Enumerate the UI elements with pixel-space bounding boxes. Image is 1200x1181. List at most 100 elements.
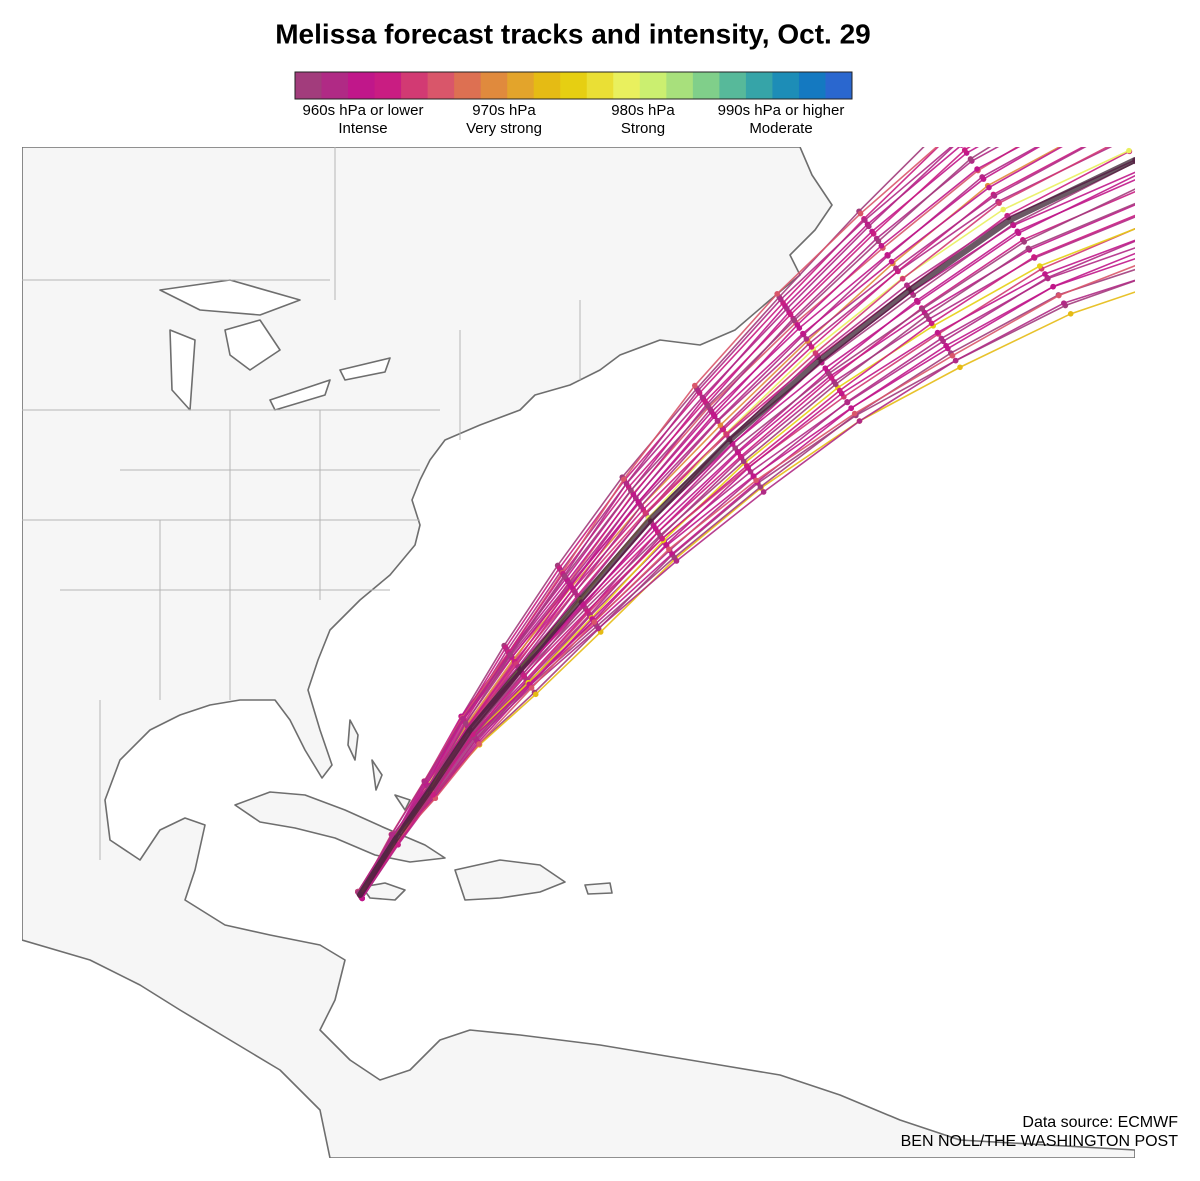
track-point — [430, 792, 436, 798]
legend-intensity: Very strong — [466, 120, 542, 137]
track-point — [923, 312, 930, 319]
legend-swatch — [560, 72, 588, 99]
mean-track — [357, 157, 1135, 898]
track — [361, 279, 1135, 899]
track-point — [623, 480, 630, 487]
track-point — [870, 231, 877, 237]
legend-pressure: 990s hPa or higher — [718, 102, 845, 119]
track-point — [866, 223, 872, 230]
track-point — [808, 344, 815, 350]
track-point — [714, 418, 721, 424]
track-point — [695, 387, 701, 394]
legend-swatch — [719, 72, 747, 99]
track-point — [1161, 202, 1167, 208]
track-point — [1138, 167, 1144, 173]
legend-swatch — [348, 72, 376, 99]
legend-frame — [294, 71, 853, 100]
track-point — [702, 398, 708, 405]
track-point — [1140, 169, 1146, 175]
legend-swatch — [772, 72, 800, 99]
track-point — [844, 399, 851, 406]
track-point — [1066, 55, 1072, 61]
track-point — [651, 523, 657, 529]
track-point — [856, 418, 863, 424]
track-point — [1191, 247, 1197, 253]
legend-swatch — [295, 72, 323, 99]
legend-swatch — [586, 72, 614, 99]
track-point — [945, 120, 951, 126]
track-point — [723, 431, 729, 437]
legend-pressure: 970s hPa — [472, 102, 536, 119]
track-point — [794, 322, 801, 328]
track-point — [705, 403, 711, 409]
track-point — [803, 336, 810, 342]
track-point — [778, 296, 784, 303]
track — [361, 147, 1000, 899]
track-point — [1042, 271, 1048, 277]
track-point — [1161, 201, 1167, 207]
source: Data source: ECMWF — [1022, 1114, 1178, 1131]
track — [357, 147, 1087, 893]
track — [360, 214, 1135, 898]
track-point — [957, 364, 963, 371]
track-point — [1056, 292, 1062, 299]
track-point — [857, 210, 864, 217]
track-point — [1084, 83, 1090, 89]
track-point — [1078, 73, 1084, 79]
track-point — [828, 375, 835, 381]
track-point — [1187, 242, 1193, 248]
legend-swatch — [454, 72, 482, 99]
map — [22, 43, 1200, 1158]
track-point — [961, 147, 968, 153]
track-point — [1067, 311, 1074, 317]
legend-swatch — [427, 72, 455, 99]
jamaica — [361, 882, 406, 901]
track-point — [1071, 63, 1077, 69]
track-point — [1000, 206, 1007, 213]
track-point — [580, 602, 587, 608]
track-point — [950, 129, 956, 135]
track-point — [1180, 231, 1186, 237]
track-point — [956, 138, 962, 144]
track-point — [740, 458, 747, 465]
track-point — [893, 265, 899, 272]
legend-swatch — [507, 72, 535, 99]
track-point — [1174, 221, 1180, 227]
track-point — [710, 411, 717, 418]
track-point — [1090, 92, 1096, 98]
credit: BEN NOLL/THE WASHINGTON POST — [901, 1133, 1179, 1150]
track-point — [986, 184, 992, 191]
legend-swatch — [825, 72, 853, 99]
track-point — [774, 291, 780, 297]
track-point — [950, 129, 956, 135]
track-point — [1021, 239, 1027, 245]
track-point — [974, 166, 980, 172]
track-point — [567, 582, 574, 589]
track — [361, 147, 979, 899]
legend-swatch — [798, 72, 826, 99]
track-point — [1167, 211, 1173, 217]
track-point — [1120, 138, 1126, 144]
track-point — [699, 394, 706, 401]
track-point — [717, 422, 724, 428]
track-point — [812, 350, 819, 356]
track-point — [1036, 263, 1043, 269]
track-point — [1197, 257, 1200, 263]
track-point — [1059, 43, 1065, 49]
track-point — [822, 365, 829, 371]
track-point — [1142, 173, 1148, 179]
track-point — [899, 275, 906, 282]
track-point — [784, 305, 790, 312]
legend-pressure: 980s hPa — [611, 102, 675, 119]
track-point — [832, 381, 839, 388]
track — [357, 264, 1135, 893]
track-point — [836, 387, 843, 394]
track-point — [462, 720, 469, 727]
track-point — [1196, 255, 1200, 261]
track-point — [1126, 147, 1132, 154]
track-point — [934, 329, 941, 336]
legend-swatch — [613, 72, 641, 99]
track-point — [476, 741, 482, 747]
track-point — [692, 382, 698, 389]
